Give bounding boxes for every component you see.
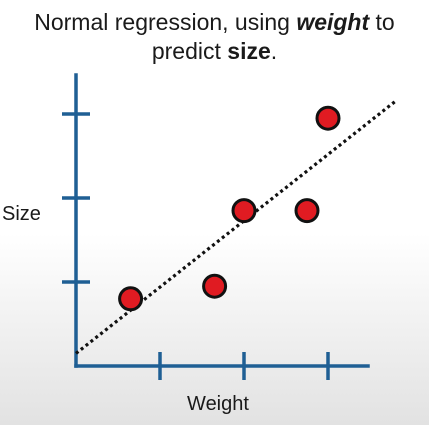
regression-line-group [76,101,395,353]
y-axis-label: Size [2,203,41,225]
x-axis-label: Weight [187,393,249,415]
data-point-1 [120,288,142,310]
regression-line [76,101,395,353]
data-point-4 [296,200,318,222]
data-point-3 [233,200,255,222]
data-points [120,107,339,310]
data-point-2 [204,275,226,297]
data-point-5 [317,107,339,129]
